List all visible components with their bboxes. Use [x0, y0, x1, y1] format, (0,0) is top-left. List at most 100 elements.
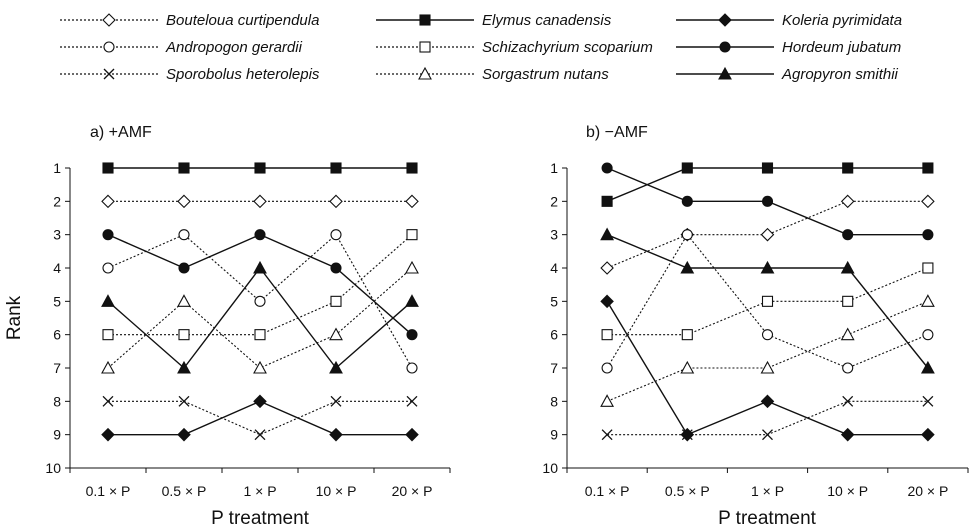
data-point-andropogon-gerardii	[330, 229, 342, 241]
data-point-schizachyrium-scoparium	[922, 262, 934, 274]
data-point-schizachyrium-scoparium	[406, 229, 418, 241]
data-point-sorgastrum-nutans	[405, 260, 419, 274]
data-point-sorgastrum-nutans	[680, 360, 695, 374]
data-point-koleria-pyrimidata	[840, 427, 855, 442]
series-line-sorgastrum-nutans	[606, 300, 929, 402]
data-point-koleria-pyrimidata	[760, 394, 775, 409]
data-point-elymus-canadensis	[681, 162, 693, 174]
y-tick-label: 6	[550, 327, 558, 343]
x-tick-label: 0.5 × P	[162, 483, 207, 499]
legend-entry-sorgastrum-nutans: Sorgastrum nutans	[376, 66, 609, 83]
data-point-sporobolus-heterolepis	[601, 429, 613, 441]
x-tick-label: 20 × P	[907, 483, 948, 499]
data-point-sorgastrum-nutans	[760, 360, 775, 374]
data-point-bouteloua-curtipendula	[405, 194, 419, 209]
data-point-bouteloua-curtipendula	[840, 194, 855, 209]
legend-label: Sporobolus heterolepis	[166, 66, 320, 83]
data-point-koleria-pyrimidata	[253, 394, 267, 409]
data-point-bouteloua-curtipendula	[101, 194, 115, 209]
series-line-schizachyrium-scoparium	[108, 234, 413, 336]
data-point-bouteloua-curtipendula	[329, 194, 343, 209]
data-point-sporobolus-heterolepis	[330, 395, 342, 407]
data-point-sporobolus-heterolepis	[406, 395, 418, 407]
y-tick-label: 4	[53, 260, 61, 276]
data-point-schizachyrium-scoparium	[254, 329, 266, 341]
data-point-hordeum-jubatum	[102, 229, 114, 241]
data-point-agropyron-smithii	[405, 294, 419, 307]
legend-marker-hordeum-jubatum	[719, 41, 731, 53]
series-line-agropyron-smithii	[107, 266, 413, 370]
legend-label: Agropyron smithii	[781, 66, 899, 83]
series-line-schizachyrium-scoparium	[607, 267, 929, 336]
data-point-elymus-canadensis	[842, 162, 854, 174]
legend-entry-elymus-canadensis: Elymus canadensis	[376, 12, 612, 29]
data-point-schizachyrium-scoparium	[330, 295, 342, 307]
data-point-hordeum-jubatum	[178, 262, 190, 274]
data-point-bouteloua-curtipendula	[760, 227, 775, 242]
data-point-koleria-pyrimidata	[600, 294, 614, 309]
legend-label: Hordeum jubatum	[782, 39, 901, 56]
data-point-schizachyrium-scoparium	[681, 329, 693, 341]
series-line-hordeum-jubatum	[107, 233, 413, 336]
y-tick-label: 5	[53, 293, 61, 309]
legend-label: Koleria pyrimidata	[782, 12, 902, 29]
x-tick-label: 10 × P	[316, 483, 357, 499]
data-point-sporobolus-heterolepis	[922, 395, 934, 407]
x-tick-label: 0.1 × P	[585, 483, 630, 499]
data-point-elymus-canadensis	[601, 195, 613, 207]
y-tick-label: 2	[550, 193, 558, 209]
x-tick-label: 1 × P	[751, 483, 784, 499]
legend-entry-schizachyrium-scoparium: Schizachyrium scoparium	[376, 39, 653, 56]
data-point-agropyron-smithii	[177, 360, 191, 374]
legend-entry-koleria-pyrimidata: Koleria pyrimidata	[676, 12, 902, 29]
data-point-sorgastrum-nutans	[600, 394, 615, 407]
data-point-bouteloua-curtipendula	[921, 194, 935, 209]
panel-b-minus-amf: b) −AMF 1 2 3 4 5 6 7 8 9 10 0.1 × P 0.5 × P 1 × P 10 …	[542, 124, 969, 529]
data-point-sporobolus-heterolepis	[178, 395, 190, 407]
data-point-schizachyrium-scoparium	[761, 295, 774, 307]
y-tick-label: 2	[53, 193, 61, 209]
y-tick-label: 1	[53, 160, 61, 176]
data-point-andropogon-gerardii	[761, 329, 774, 341]
data-point-andropogon-gerardii	[102, 262, 114, 274]
data-point-schizachyrium-scoparium	[601, 329, 613, 341]
data-point-andropogon-gerardii	[922, 329, 934, 341]
data-point-elymus-canadensis	[178, 162, 190, 174]
data-point-sorgastrum-nutans	[920, 294, 935, 307]
legend-marker-agropyron-smithii	[718, 66, 732, 80]
data-point-elymus-canadensis	[102, 162, 114, 174]
data-point-hordeum-jubatum	[406, 329, 418, 341]
data-point-sorgastrum-nutans	[329, 327, 343, 341]
data-point-agropyron-smithii	[101, 294, 115, 307]
data-point-koleria-pyrimidata	[177, 427, 191, 442]
legend-entry-agropyron-smithii: Agropyron smithii	[676, 66, 899, 83]
legend-marker-elymus-canadensis	[419, 14, 431, 26]
y-tick-label: 10	[542, 460, 558, 476]
data-point-bouteloua-curtipendula	[177, 194, 191, 209]
data-point-sporobolus-heterolepis	[762, 429, 773, 441]
data-point-elymus-canadensis	[406, 162, 418, 174]
y-tick-label: 9	[53, 427, 61, 443]
data-point-bouteloua-curtipendula	[253, 194, 267, 209]
x-axis-title: P treatment	[718, 508, 817, 529]
data-point-andropogon-gerardii	[254, 295, 266, 307]
data-point-hordeum-jubatum	[681, 195, 693, 207]
y-tick-label: 7	[550, 360, 558, 376]
data-point-andropogon-gerardii	[601, 362, 613, 374]
legend-marker-koleria-pyrimidata	[718, 13, 732, 27]
x-axis-title: P treatment	[211, 508, 310, 529]
y-tick-label: 1	[550, 160, 558, 176]
data-point-koleria-pyrimidata	[680, 427, 695, 442]
data-point-koleria-pyrimidata	[921, 427, 935, 442]
legend: Bouteloua curtipendula Andropogon gerardi…	[60, 12, 902, 83]
data-point-hordeum-jubatum	[761, 195, 774, 207]
panel-a-plus-amf: a) +AMF 1 2 3 4 5 6 7 8 9 10 0.1 × P 0.5 × P 1 × P 10 …	[4, 124, 451, 529]
data-point-sporobolus-heterolepis	[842, 395, 854, 407]
data-point-hordeum-jubatum	[601, 162, 613, 174]
legend-marker-schizachyrium-scoparium	[419, 41, 431, 53]
legend-entry-sporobolus-heterolepis: Sporobolus heterolepis	[60, 66, 320, 83]
data-point-sorgastrum-nutans	[840, 327, 855, 341]
data-point-koleria-pyrimidata	[329, 427, 343, 442]
data-point-agropyron-smithii	[920, 360, 935, 374]
